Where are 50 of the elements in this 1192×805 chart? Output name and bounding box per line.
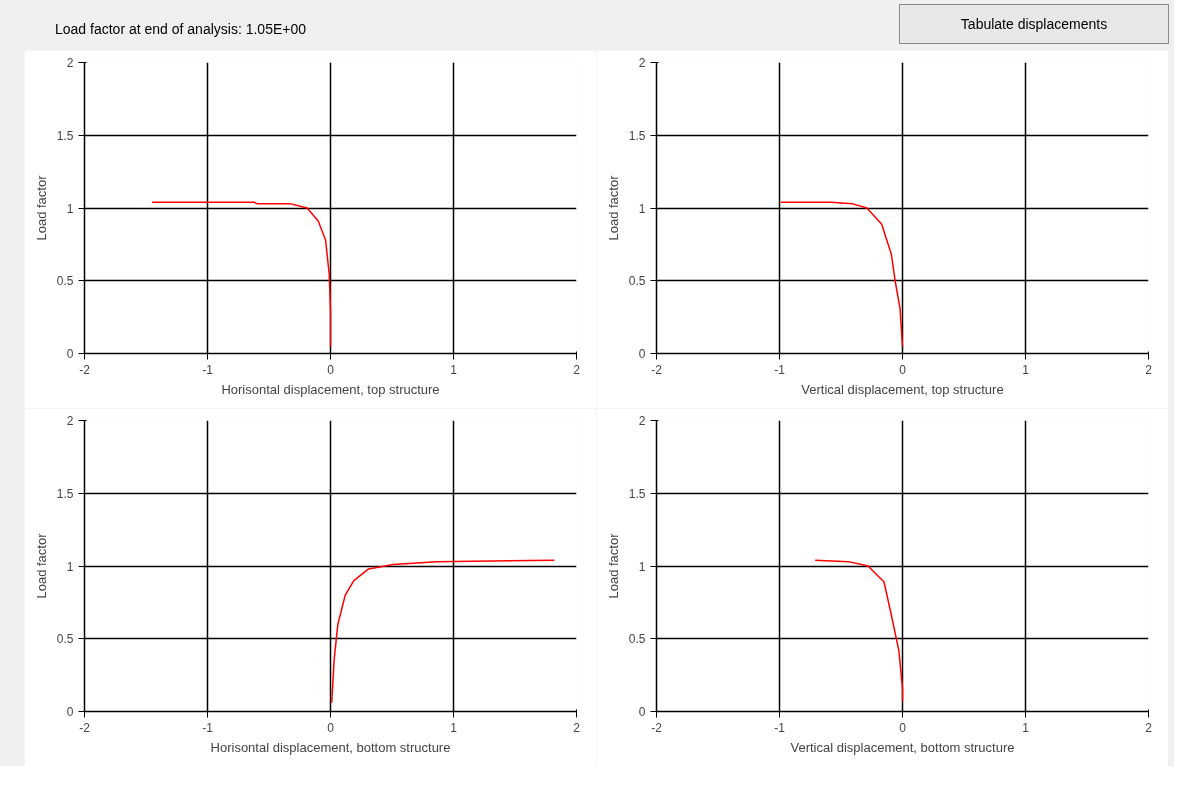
y-axis-title: Load factor bbox=[605, 174, 621, 241]
y-tick-label: 1 bbox=[66, 201, 74, 216]
y-tick-label: 2 bbox=[66, 414, 74, 428]
x-tick-label: -2 bbox=[651, 362, 663, 377]
y-tick-label: 0 bbox=[638, 705, 646, 719]
x-tick-label: -1 bbox=[202, 362, 214, 377]
x-tick-label: 1 bbox=[450, 720, 458, 735]
x-tick-label: 2 bbox=[573, 720, 581, 735]
y-tick-label: 0.5 bbox=[628, 274, 646, 289]
x-axis-title: Vertical displacement, top structure bbox=[801, 381, 1004, 397]
x-tick-label: -2 bbox=[79, 720, 91, 735]
x-tick-label: 1 bbox=[450, 362, 458, 377]
y-tick-label: 1.5 bbox=[56, 486, 74, 501]
text: Tabulate displacements bbox=[960, 15, 1108, 34]
x-tick-label: 2 bbox=[1145, 362, 1153, 377]
x-tick-label: 2 bbox=[573, 362, 581, 377]
x-tick-label: 0 bbox=[899, 720, 907, 735]
x-tick-label: -2 bbox=[651, 720, 663, 735]
x-axis-title: Horisontal displacement, top structure bbox=[221, 381, 440, 397]
y-tick-label: 2 bbox=[66, 56, 74, 70]
x-axis-title: Horisontal displacement, bottom structure bbox=[210, 739, 451, 755]
y-tick-label: 1 bbox=[638, 201, 646, 216]
y-tick-label: 1.5 bbox=[56, 128, 74, 143]
y-tick-label: 0 bbox=[66, 705, 74, 719]
x-tick-label: 2 bbox=[1145, 720, 1153, 735]
x-tick-label: 1 bbox=[1022, 362, 1030, 377]
x-tick-label: -1 bbox=[202, 720, 214, 735]
y-tick-label: 2 bbox=[638, 414, 646, 428]
y-axis-title: Load factor bbox=[605, 532, 621, 599]
y-axis-title: Load factor bbox=[33, 532, 49, 599]
x-tick-label: 0 bbox=[327, 362, 335, 377]
x-tick-label: 0 bbox=[327, 720, 335, 735]
x-tick-label: 1 bbox=[1022, 720, 1030, 735]
y-tick-label: 1.5 bbox=[628, 128, 646, 143]
text: Load factor at end of analysis: 1.05E+00 bbox=[55, 20, 307, 39]
y-tick-label: 2 bbox=[638, 56, 646, 70]
y-tick-label: 1.5 bbox=[628, 486, 646, 501]
x-tick-label: 0 bbox=[899, 362, 907, 377]
y-axis-title: Load factor bbox=[33, 174, 49, 241]
x-axis-title: Vertical displacement, bottom structure bbox=[790, 739, 1015, 755]
y-tick-label: 0.5 bbox=[56, 632, 74, 647]
x-tick-label: -2 bbox=[79, 362, 91, 377]
y-tick-label: 0 bbox=[66, 347, 74, 361]
y-tick-label: 0.5 bbox=[628, 632, 646, 647]
x-tick-label: -1 bbox=[774, 720, 786, 735]
x-tick-label: -1 bbox=[774, 362, 786, 377]
y-tick-label: 1 bbox=[66, 559, 74, 574]
y-tick-label: 1 bbox=[638, 559, 646, 574]
y-tick-label: 0 bbox=[638, 347, 646, 361]
y-tick-label: 0.5 bbox=[56, 274, 74, 289]
